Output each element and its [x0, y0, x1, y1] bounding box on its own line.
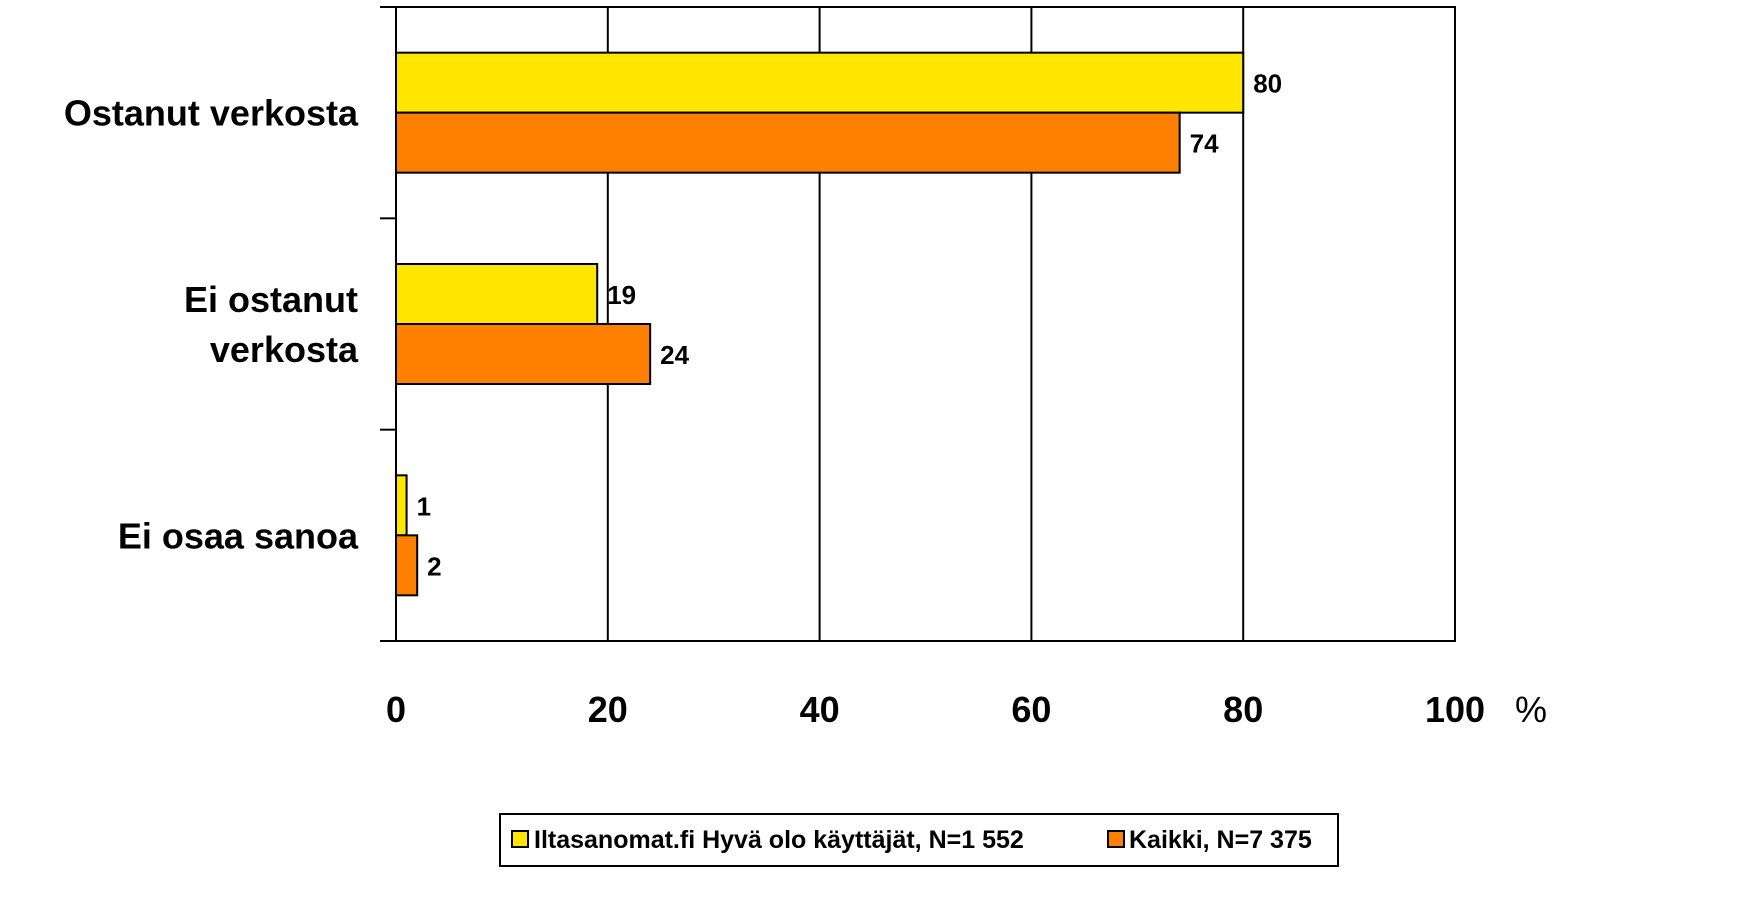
bar-kaikki-0	[395, 111, 1181, 174]
bar-iltasanomat-1	[395, 263, 599, 325]
x-axis-unit: %	[1515, 689, 1547, 730]
bar-iltasanomat-0	[395, 51, 1245, 114]
category-label: Ostanut verkosta	[64, 93, 359, 134]
x-tick-label-80: 80	[1223, 689, 1263, 730]
bar-kaikki-2	[395, 534, 419, 597]
data-label-kaikki-1: 24	[660, 340, 689, 370]
x-tick-label-60: 60	[1011, 689, 1051, 730]
data-label-iltasanomat-0: 80	[1253, 69, 1282, 99]
x-tick-label-100: 100	[1425, 689, 1485, 730]
x-tick-label-40: 40	[800, 689, 840, 730]
data-label-kaikki-2: 2	[427, 551, 441, 581]
x-tick-label-0: 0	[386, 689, 406, 730]
legend-swatch-iltasanomat	[511, 830, 529, 848]
x-tick-label-20: 20	[588, 689, 628, 730]
category-label: Ei osaa sanoa	[118, 515, 359, 556]
legend-label-kaikki: Kaikki, N=7 375	[1129, 826, 1312, 854]
bar-iltasanomat-2	[395, 474, 408, 537]
data-label-kaikki-0: 74	[1190, 129, 1219, 159]
data-label-iltasanomat-1: 19	[607, 280, 636, 310]
category-label: Ei ostanut	[184, 279, 358, 320]
legend-label-iltasanomat: Iltasanomat.fi Hyvä olo käyttäjät, N=1 5…	[534, 826, 1024, 854]
legend-swatch-kaikki	[1107, 830, 1125, 848]
legend-box	[499, 813, 1339, 867]
data-label-iltasanomat-2: 1	[417, 491, 431, 521]
bar-kaikki-1	[395, 323, 652, 385]
category-label: verkosta	[210, 329, 359, 370]
